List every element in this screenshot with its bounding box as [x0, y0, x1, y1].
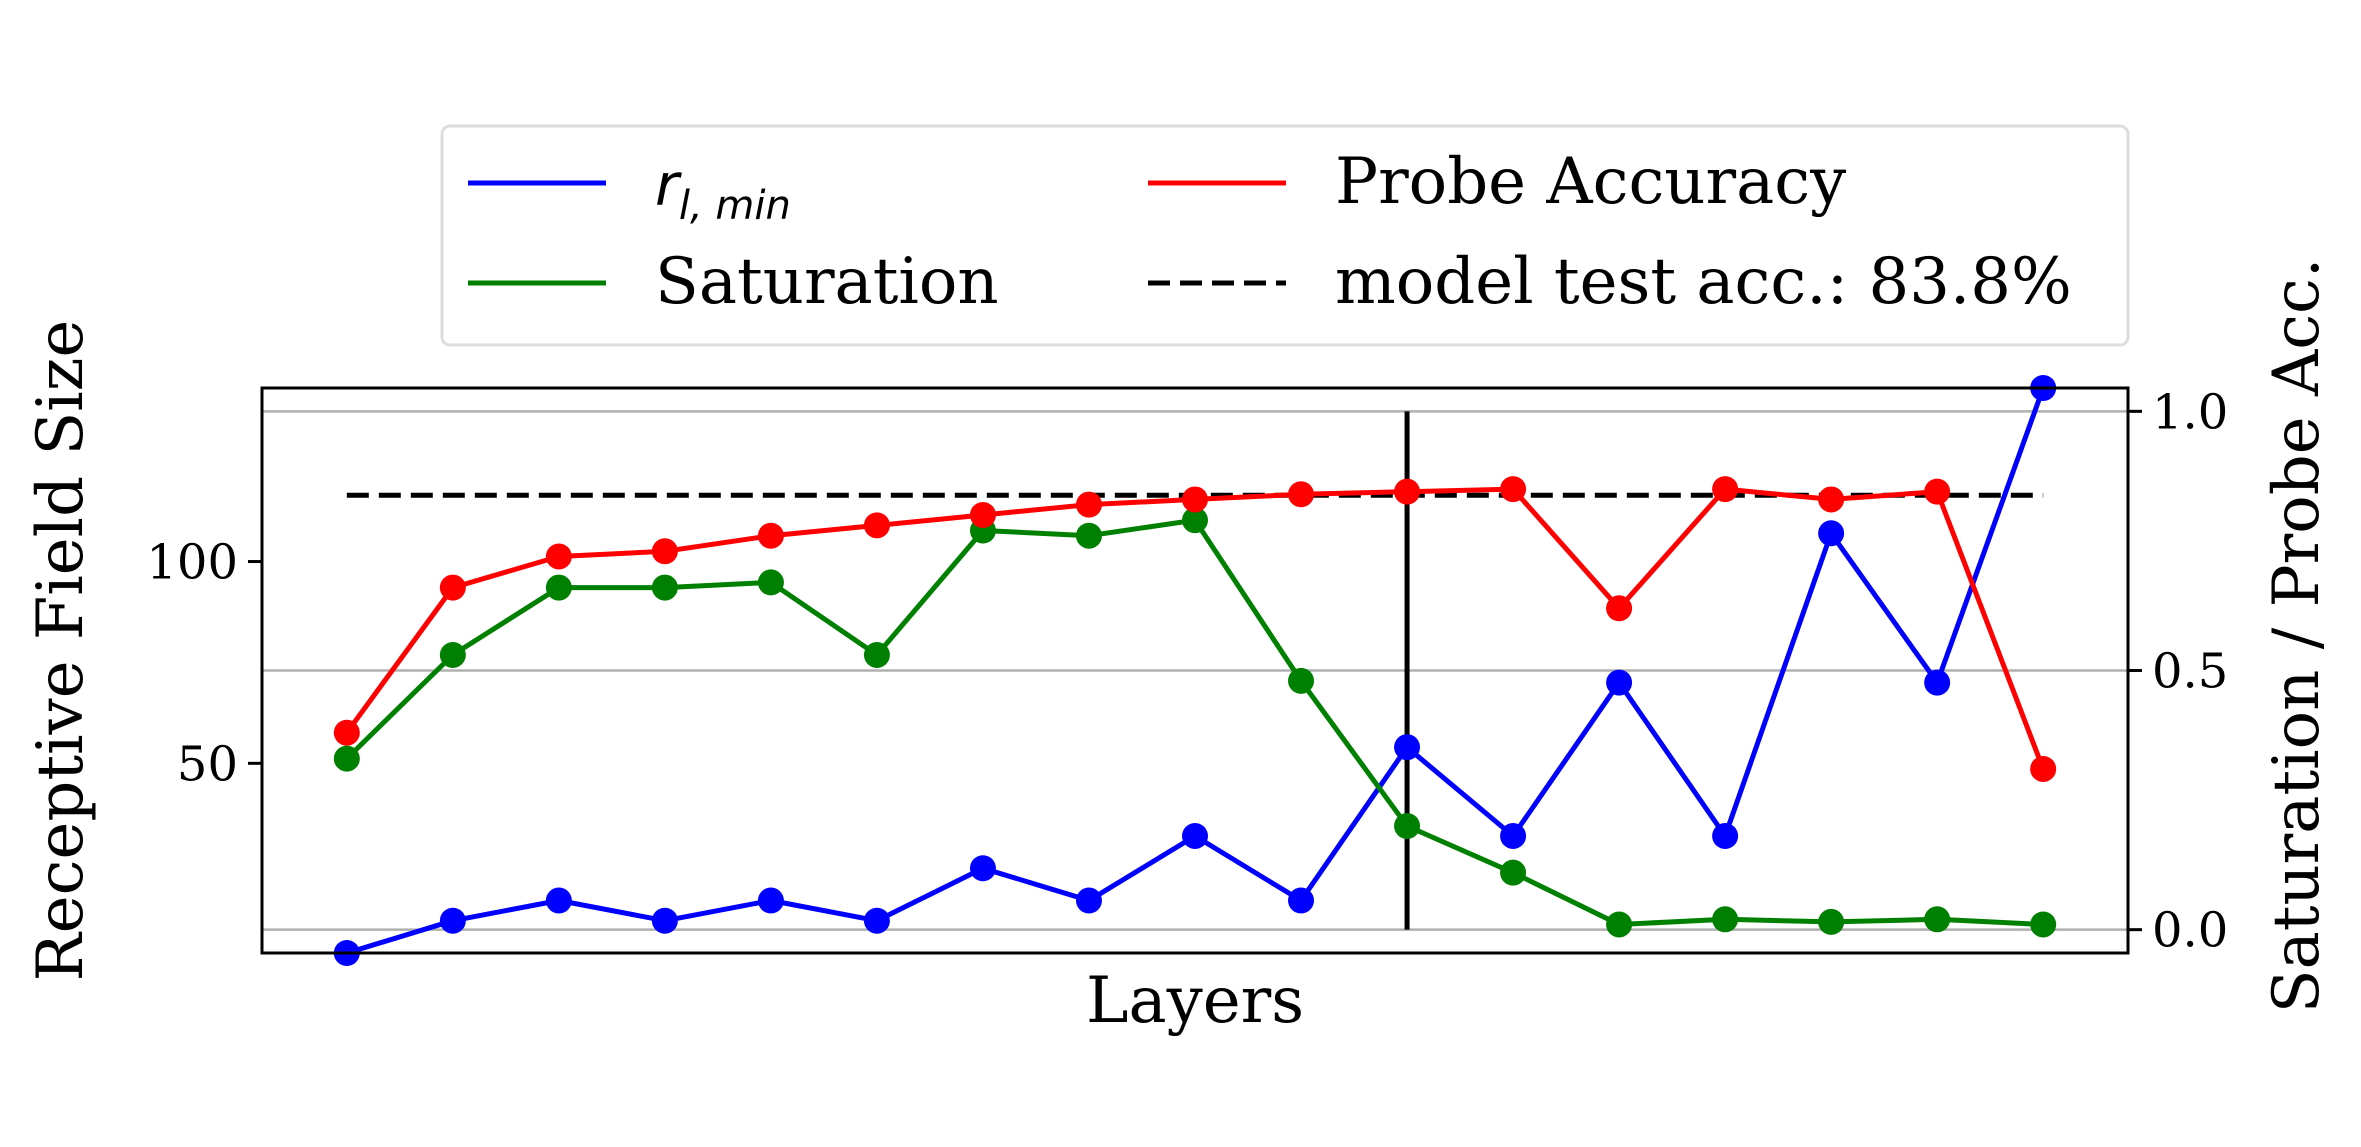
- point-saturation-0: [333, 745, 360, 772]
- point-probe-1: [439, 574, 466, 601]
- point-probe-2: [545, 543, 572, 570]
- point-probe-16: [2030, 755, 2057, 782]
- series-points: [333, 375, 2057, 966]
- point-saturation-5: [863, 641, 890, 668]
- series-line-saturation: [345, 517, 2044, 927]
- point-rf-14: [1818, 520, 1845, 547]
- point-probe-5: [863, 512, 890, 539]
- point-rf-8: [1182, 822, 1208, 849]
- grid-lines: [262, 410, 2128, 931]
- point-saturation-13: [1712, 906, 1739, 933]
- left-tick-label-0: 50: [177, 736, 238, 792]
- point-probe-8: [1182, 486, 1208, 513]
- point-probe-14: [1818, 486, 1845, 513]
- legend-label-rf-subscript: l, min: [679, 183, 791, 229]
- point-saturation-4: [757, 569, 784, 596]
- point-probe-15: [1924, 478, 1951, 505]
- point-probe-11: [1500, 476, 1527, 503]
- point-saturation-3: [651, 574, 678, 601]
- legend-label-saturation: Saturation: [655, 245, 999, 319]
- point-rf-12: [1606, 669, 1633, 696]
- point-rf-15: [1924, 669, 1951, 696]
- point-probe-4: [757, 522, 784, 549]
- point-rf-4: [757, 887, 784, 914]
- right-tick-label-0: 0.0: [2152, 903, 2228, 959]
- point-rf-11: [1500, 822, 1527, 849]
- point-probe-9: [1288, 481, 1315, 508]
- right-tick-label-2: 1.0: [2152, 384, 2228, 440]
- point-probe-10: [1394, 478, 1421, 505]
- left-tick-label-1: 100: [146, 535, 238, 591]
- point-saturation-10: [1394, 813, 1421, 840]
- point-rf-10: [1394, 734, 1421, 761]
- point-probe-12: [1606, 595, 1633, 622]
- point-saturation-16: [2030, 911, 2057, 938]
- point-rf-9: [1288, 887, 1315, 914]
- legend-label-probe: Probe Accuracy: [1335, 145, 1846, 219]
- point-saturation-7: [1075, 522, 1102, 549]
- point-saturation-2: [545, 574, 572, 601]
- point-saturation-11: [1500, 859, 1527, 886]
- legend-box: [440, 124, 2130, 347]
- point-probe-0: [333, 719, 360, 746]
- point-rf-13: [1712, 822, 1739, 849]
- point-rf-2: [545, 887, 572, 914]
- point-saturation-9: [1288, 667, 1315, 694]
- right-tick-label-1: 0.5: [2152, 644, 2228, 700]
- right-y-axis-title: Saturation / Probe Acc.: [2260, 258, 2334, 1014]
- axis-ticks: 50 100 0.0 0.5 1.0: [146, 384, 2228, 958]
- legend: rl, min Probe Accuracy Saturation model …: [440, 124, 2130, 347]
- point-rf-5: [863, 907, 890, 934]
- point-probe-13: [1712, 476, 1739, 503]
- point-probe-6: [969, 501, 996, 528]
- point-probe-7: [1075, 491, 1102, 518]
- left-y-axis-title: Receptive Field Size: [24, 320, 98, 982]
- point-saturation-12: [1606, 911, 1633, 938]
- point-rf-7: [1075, 887, 1102, 914]
- legend-label-reference: model test acc.: 83.8%: [1335, 245, 2072, 319]
- point-saturation-1: [439, 641, 466, 668]
- legend-label-rf: rl, min: [655, 151, 791, 229]
- point-saturation-15: [1924, 906, 1951, 933]
- point-saturation-14: [1818, 908, 1845, 935]
- point-rf-6: [969, 855, 996, 882]
- point-rf-3: [651, 907, 678, 934]
- point-probe-3: [651, 538, 678, 565]
- legend-label-rf-main: r: [655, 151, 682, 219]
- x-axis-title: Layers: [1086, 964, 1304, 1038]
- point-saturation-8: [1182, 507, 1208, 534]
- point-rf-1: [439, 907, 466, 934]
